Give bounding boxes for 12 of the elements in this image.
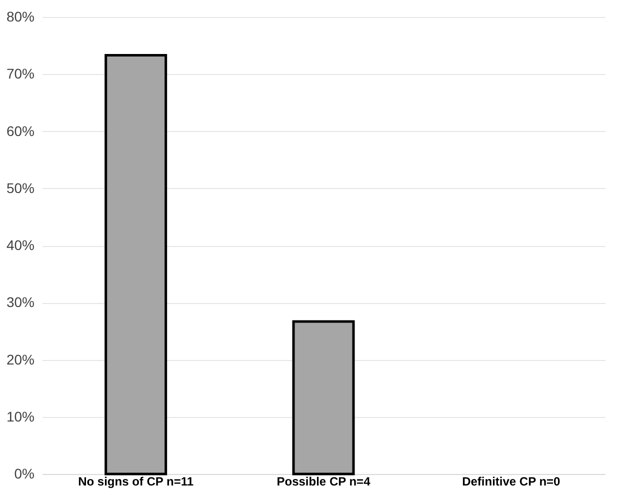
x-tick-label: No signs of CP n=11 bbox=[78, 474, 194, 488]
y-tick-label: 50% bbox=[6, 180, 34, 196]
x-tick-label: Definitive CP n=0 bbox=[462, 474, 561, 488]
y-tick-label: 40% bbox=[6, 237, 34, 253]
y-tick-label: 60% bbox=[6, 122, 34, 139]
y-tick-label: 20% bbox=[6, 351, 34, 368]
y-tick-label: 0% bbox=[14, 466, 34, 482]
y-tick-label: 70% bbox=[6, 66, 34, 82]
y-tick-label: 10% bbox=[6, 408, 34, 424]
x-tick-label: Possible CP n=4 bbox=[276, 474, 371, 488]
y-tick-label: 80% bbox=[6, 8, 34, 24]
y-tick-label: 30% bbox=[6, 294, 34, 310]
